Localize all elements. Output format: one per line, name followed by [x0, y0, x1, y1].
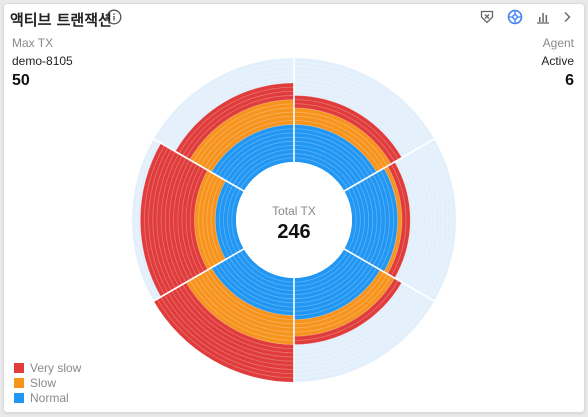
center-hole — [236, 162, 352, 278]
legend-item-very-slow[interactable]: Very slow — [14, 360, 81, 375]
legend-label: Very slow — [30, 361, 81, 375]
legend-swatch — [14, 378, 24, 388]
legend-label: Normal — [30, 391, 69, 405]
legend-swatch — [14, 363, 24, 373]
legend-item-normal[interactable]: Normal — [14, 390, 81, 405]
center-label: Total TX — [272, 204, 316, 218]
legend-label: Slow — [30, 376, 56, 390]
center-total: 246 — [277, 221, 310, 243]
legend: Very slow Slow Normal — [14, 360, 81, 405]
legend-item-slow[interactable]: Slow — [14, 375, 81, 390]
legend-swatch — [14, 393, 24, 403]
